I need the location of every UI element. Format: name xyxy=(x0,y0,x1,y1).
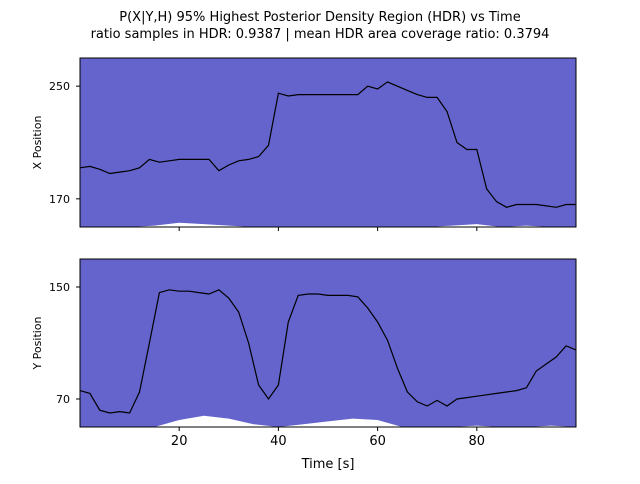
map-estimate-line xyxy=(79,81,576,208)
chart-title-line2: ratio samples in HDR: 0.9387 | mean HDR … xyxy=(91,27,550,42)
map-estimate-line xyxy=(79,289,577,414)
x-position-panel: 170 250 X Position xyxy=(31,57,577,231)
hdr-region-band xyxy=(80,58,576,227)
y-tick-label: 150 xyxy=(49,281,70,294)
y-tick-label: 170 xyxy=(49,193,70,206)
x-tick-label: 20 xyxy=(171,434,188,449)
x-tick-label: 40 xyxy=(270,434,287,449)
hdr-region-band xyxy=(80,259,576,427)
y-tick-label: 250 xyxy=(49,80,70,93)
chart-title-line1: P(X|Y,H) 95% Highest Posterior Density R… xyxy=(119,10,520,25)
y-axis-label: X Position xyxy=(31,116,44,170)
y-position-panel: 20 40 60 80 70 150 Y Position xyxy=(31,258,577,449)
y-axis-label: Y Position xyxy=(31,316,44,370)
plot-frame xyxy=(79,258,577,428)
x-axis-label: Time [s] xyxy=(301,457,355,472)
x-tick-label: 60 xyxy=(369,434,386,449)
y-tick-label: 70 xyxy=(56,393,70,406)
plot-frame xyxy=(79,57,577,228)
x-tick-label: 80 xyxy=(469,434,486,449)
